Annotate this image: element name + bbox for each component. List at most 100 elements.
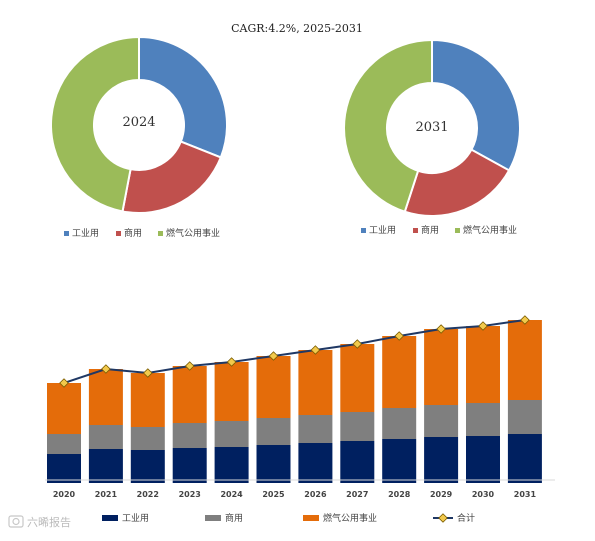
bar-0-2031 bbox=[507, 434, 542, 483]
bar-2-2024 bbox=[214, 362, 249, 421]
legend-label-0-1: 商用 bbox=[124, 227, 142, 239]
bar-legend-swatch-1 bbox=[205, 515, 221, 521]
legend-label-1-1: 商用 bbox=[421, 224, 439, 236]
donut-slice-0-1 bbox=[121, 140, 223, 214]
bar-2-2028 bbox=[382, 336, 417, 408]
x-tick-2020: 2020 bbox=[53, 490, 76, 499]
legend-label-0-0: 工业用 bbox=[72, 228, 99, 239]
total-line bbox=[63, 319, 526, 384]
bar-1-2022 bbox=[130, 427, 165, 450]
bar-0-2021 bbox=[88, 449, 123, 483]
total-marker-2022 bbox=[142, 368, 153, 378]
total-marker-2021 bbox=[101, 364, 111, 374]
legend-swatch-0-1 bbox=[116, 231, 121, 236]
bar-2-2025 bbox=[256, 356, 291, 418]
line-legend-label: 合计 bbox=[457, 512, 475, 524]
stacked-bar-chart bbox=[47, 320, 542, 483]
total-marker-2027 bbox=[352, 339, 363, 349]
total-marker-2029 bbox=[436, 324, 446, 334]
bar-1-2027 bbox=[340, 412, 375, 441]
bar-legend-swatch-0 bbox=[102, 515, 118, 521]
bar-0-2026 bbox=[298, 443, 333, 483]
bar-2-2031 bbox=[507, 320, 542, 400]
bar-1-2020 bbox=[47, 434, 81, 454]
donut-center-label-2031: 2031 bbox=[415, 120, 448, 135]
bar-1-2029 bbox=[424, 405, 459, 437]
camera-logo-icon bbox=[8, 515, 24, 528]
total-marker-2026 bbox=[310, 345, 321, 355]
bar-1-2026 bbox=[298, 415, 333, 443]
bar-legend-swatch-2 bbox=[303, 515, 319, 521]
x-axis-ticks: 2020 2021 2022 2023 2024 2025 2026 2027 2028 2029… bbox=[53, 490, 537, 499]
x-tick-2024: 2024 bbox=[220, 490, 243, 499]
bar-2-2029 bbox=[424, 329, 459, 405]
bar-1-2023 bbox=[172, 423, 207, 448]
legend-label-1-2: 燃气公用事业 bbox=[463, 224, 517, 236]
bar-1-2021 bbox=[88, 425, 123, 449]
bar-0-2022 bbox=[130, 450, 165, 483]
legend-swatch-1-1 bbox=[413, 228, 418, 233]
donut-slice-0-0 bbox=[138, 35, 228, 159]
bar-1-2028 bbox=[382, 408, 417, 439]
bar-0-2020 bbox=[47, 454, 81, 483]
total-marker-2025 bbox=[268, 351, 279, 361]
bar-0-2023 bbox=[172, 448, 207, 483]
x-tick-2026: 2026 bbox=[304, 490, 327, 499]
bar-legend-label-0: 工业用 bbox=[122, 513, 149, 524]
total-marker-2030 bbox=[478, 321, 488, 331]
bar-2-2023 bbox=[172, 366, 207, 423]
donut-center-label-2024: 2024 bbox=[122, 115, 155, 130]
bar-1-2031 bbox=[507, 400, 542, 434]
legend-label-0-2: 燃气公用事业 bbox=[166, 227, 220, 239]
x-tick-2021: 2021 bbox=[95, 490, 118, 499]
watermark-text: 六晞报告 bbox=[27, 515, 71, 529]
bar-0-2030 bbox=[466, 436, 500, 483]
bar-legend-label-1: 商用 bbox=[225, 512, 243, 524]
total-marker-2028 bbox=[394, 331, 405, 341]
total-line-series bbox=[59, 315, 530, 388]
bar-2-2020 bbox=[47, 383, 81, 434]
bar-2-2026 bbox=[298, 350, 333, 415]
bar-1-2030 bbox=[466, 403, 500, 436]
bar-0-2024 bbox=[214, 447, 249, 483]
donut-slice-0-2 bbox=[50, 35, 140, 213]
bar-legend-label-2: 燃气公用事业 bbox=[323, 512, 377, 524]
bar-2-2022 bbox=[130, 373, 165, 427]
x-tick-2022: 2022 bbox=[137, 490, 159, 499]
bar-2-2030 bbox=[466, 326, 500, 403]
bar-0-2027 bbox=[340, 441, 375, 483]
donut-legend-2024: 工业用 商用 燃气公用事业 bbox=[64, 227, 220, 239]
donut-legend-2031: 工业用 商用 燃气公用事业 bbox=[361, 224, 517, 236]
x-tick-2031: 2031 bbox=[514, 490, 537, 499]
x-tick-2029: 2029 bbox=[430, 490, 453, 499]
x-tick-2027: 2027 bbox=[346, 490, 368, 499]
donut-chart-title: CAGR:4.2%, 2025-2031 bbox=[231, 22, 363, 35]
total-marker-2024 bbox=[226, 357, 237, 367]
x-tick-2023: 2023 bbox=[179, 490, 201, 499]
legend-label-1-0: 工业用 bbox=[369, 225, 396, 236]
donut-chart-2024 bbox=[50, 35, 228, 214]
bar-0-2025 bbox=[256, 445, 291, 483]
total-marker-2020 bbox=[59, 378, 69, 388]
legend-swatch-0-0 bbox=[64, 231, 69, 236]
legend-swatch-1-0 bbox=[361, 228, 366, 233]
x-tick-2025: 2025 bbox=[262, 490, 285, 499]
donut-chart-2031 bbox=[343, 38, 521, 217]
total-marker-2031 bbox=[520, 315, 530, 325]
bar-0-2029 bbox=[424, 437, 459, 483]
bar-chart-legend: 工业用 商用 燃气公用事业 合计 bbox=[102, 512, 475, 524]
watermark: 六晞报告 bbox=[8, 515, 71, 529]
donut-slice-1-2 bbox=[343, 38, 433, 213]
bar-1-2025 bbox=[256, 418, 291, 445]
legend-swatch-0-2 bbox=[158, 231, 163, 236]
x-tick-2028: 2028 bbox=[388, 490, 411, 499]
line-legend-marker bbox=[438, 513, 448, 523]
x-tick-2030: 2030 bbox=[472, 490, 495, 499]
total-marker-2023 bbox=[184, 361, 195, 371]
bar-2-2027 bbox=[340, 344, 375, 412]
bar-1-2024 bbox=[214, 421, 249, 447]
legend-swatch-1-2 bbox=[455, 228, 460, 233]
bar-2-2021 bbox=[88, 369, 123, 425]
bar-0-2028 bbox=[382, 439, 417, 483]
